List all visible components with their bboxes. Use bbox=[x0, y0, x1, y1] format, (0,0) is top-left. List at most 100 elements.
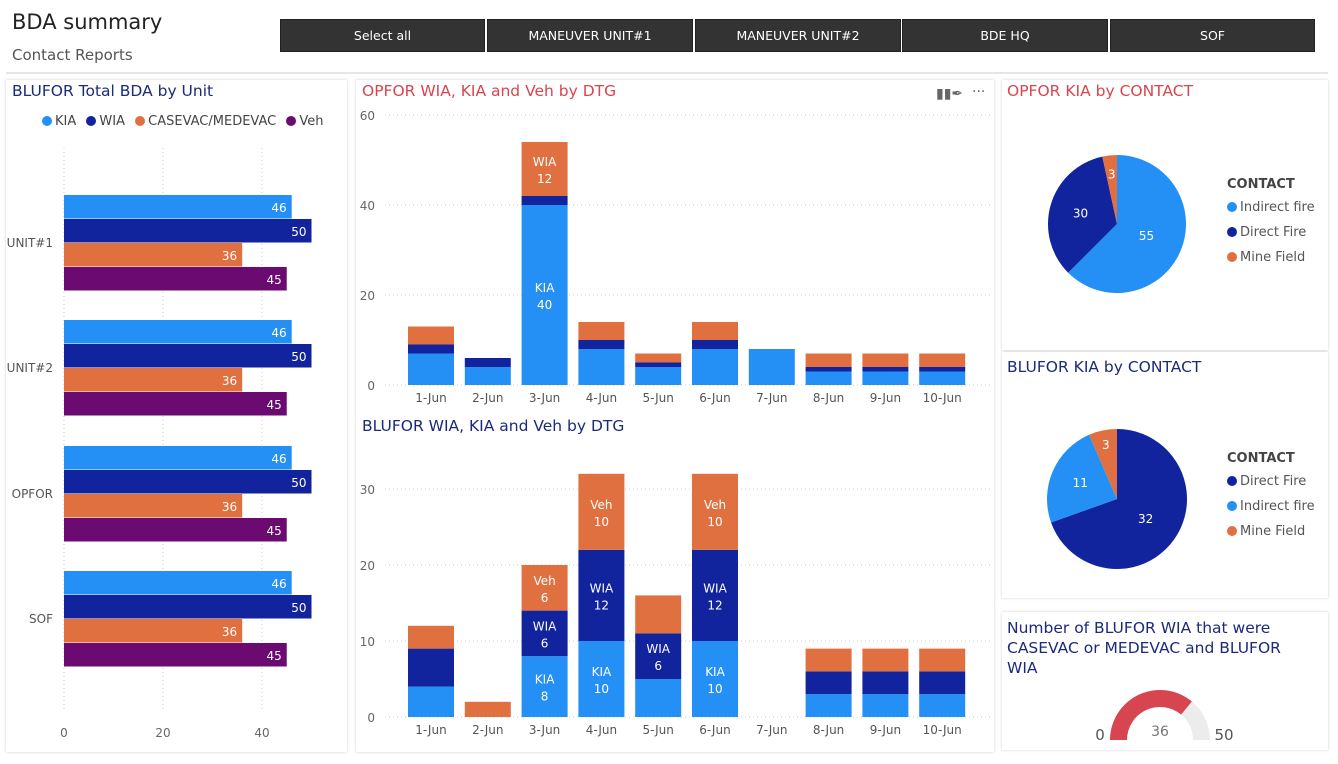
bar-segment[interactable] bbox=[919, 648, 966, 672]
bar-segment[interactable] bbox=[635, 595, 682, 634]
bar-segment[interactable] bbox=[521, 205, 568, 385]
bar-segment[interactable] bbox=[464, 701, 511, 717]
bar-segment[interactable] bbox=[408, 353, 454, 386]
pie-slice-mine-field[interactable] bbox=[1102, 155, 1117, 224]
slicer-bde-hq[interactable]: BDE HQ bbox=[902, 19, 1108, 52]
bar-segment[interactable] bbox=[805, 648, 852, 672]
bar-casevac-medevac[interactable] bbox=[64, 494, 243, 518]
bar-segment[interactable] bbox=[408, 326, 454, 345]
bar-segment[interactable] bbox=[805, 353, 852, 368]
bar-segment[interactable] bbox=[805, 694, 852, 717]
bar-wia[interactable] bbox=[64, 219, 312, 243]
bar-segment[interactable] bbox=[692, 349, 738, 385]
bar-veh[interactable] bbox=[64, 518, 287, 542]
bar-segment[interactable] bbox=[692, 473, 738, 550]
bar-segment[interactable] bbox=[862, 353, 909, 368]
bar-veh[interactable] bbox=[64, 267, 287, 291]
bar-segment[interactable] bbox=[578, 549, 625, 641]
bar-casevac-medevac[interactable] bbox=[64, 619, 243, 643]
slicer-select-all[interactable]: Select all bbox=[280, 19, 485, 52]
bar-segment[interactable] bbox=[862, 671, 909, 695]
bar-segment[interactable] bbox=[692, 641, 738, 717]
legend-item[interactable]: Direct Fire bbox=[1227, 225, 1315, 240]
more-options-icon[interactable]: ··· bbox=[972, 84, 986, 100]
x-tick-label: 20 bbox=[155, 726, 170, 740]
y-tick-label: 0 bbox=[367, 711, 375, 725]
bar-segment[interactable] bbox=[748, 349, 795, 385]
bar-segment[interactable] bbox=[862, 371, 909, 386]
bar-segment[interactable] bbox=[521, 142, 568, 196]
legend-item-casevac[interactable]: CASEVAC/MEDEVAC bbox=[135, 114, 276, 129]
bar-kia[interactable] bbox=[64, 571, 292, 595]
bar-segment[interactable] bbox=[578, 349, 625, 385]
bar-segment[interactable] bbox=[578, 641, 625, 717]
legend-item[interactable]: Mine Field bbox=[1227, 250, 1315, 265]
bar-segment[interactable] bbox=[464, 358, 511, 367]
bar-segment[interactable] bbox=[635, 679, 682, 717]
bar-segment[interactable] bbox=[919, 353, 966, 368]
bar-wia[interactable] bbox=[64, 344, 312, 368]
bar-casevac-medevac[interactable] bbox=[64, 243, 243, 267]
pie-slice-direct-fire[interactable] bbox=[1051, 429, 1187, 570]
bar-segment[interactable] bbox=[408, 344, 454, 354]
bar-segment[interactable] bbox=[805, 371, 852, 386]
legend-item-kia[interactable]: KIA bbox=[42, 114, 76, 129]
bar-wia[interactable] bbox=[64, 595, 312, 619]
legend-label: Direct Fire bbox=[1240, 225, 1307, 240]
bar-segment[interactable] bbox=[919, 371, 966, 386]
x-tick-label: 2-Jun bbox=[472, 723, 503, 737]
legend-item[interactable]: Indirect fire bbox=[1227, 499, 1315, 514]
bar-segment[interactable] bbox=[692, 549, 738, 641]
bar-wia[interactable] bbox=[64, 470, 312, 494]
bar-segment[interactable] bbox=[862, 367, 909, 372]
pie-slice-indirect-fire[interactable] bbox=[1068, 155, 1186, 293]
bar-segment[interactable] bbox=[578, 340, 625, 349]
bar-segment[interactable] bbox=[635, 367, 682, 385]
legend-item-wia[interactable]: WIA bbox=[86, 114, 125, 129]
bar-segment[interactable] bbox=[919, 671, 966, 695]
bar-veh[interactable] bbox=[64, 392, 287, 416]
bar-segment[interactable] bbox=[805, 671, 852, 695]
bar-segment[interactable] bbox=[919, 694, 966, 717]
bar-segment[interactable] bbox=[521, 565, 568, 611]
bar-segment[interactable] bbox=[521, 610, 568, 657]
slicer-maneuver-unit-2[interactable]: MANEUVER UNIT#2 bbox=[695, 19, 901, 52]
slicer-maneuver-unit-1[interactable]: MANEUVER UNIT#1 bbox=[487, 19, 693, 52]
y-category-label: UNIT#2 bbox=[7, 361, 53, 375]
bar-segment[interactable] bbox=[408, 625, 454, 649]
bar-segment[interactable] bbox=[521, 196, 568, 205]
bar-kia[interactable] bbox=[64, 320, 292, 344]
bar-segment[interactable] bbox=[805, 367, 852, 372]
bar-segment[interactable] bbox=[578, 322, 625, 340]
legend-item[interactable]: Direct Fire bbox=[1227, 474, 1315, 489]
pie-slice-direct-fire[interactable] bbox=[1048, 156, 1117, 273]
legend-label: WIA bbox=[99, 114, 125, 129]
slicer-sof[interactable]: SOF bbox=[1110, 19, 1315, 52]
bar-segment[interactable] bbox=[692, 322, 738, 340]
bar-segment[interactable] bbox=[635, 633, 682, 679]
legend-item[interactable]: Indirect fire bbox=[1227, 200, 1315, 215]
x-tick-label: 6-Jun bbox=[699, 391, 730, 405]
bar-kia[interactable] bbox=[64, 446, 292, 470]
bar-segment[interactable] bbox=[408, 686, 454, 717]
data-label-value: 10 bbox=[707, 682, 722, 696]
bar-segment[interactable] bbox=[919, 367, 966, 372]
bar-veh[interactable] bbox=[64, 643, 287, 667]
legend-item-veh[interactable]: Veh bbox=[286, 114, 323, 129]
bar-segment[interactable] bbox=[862, 694, 909, 717]
bar-segment[interactable] bbox=[635, 362, 682, 368]
bar-segment[interactable] bbox=[862, 648, 909, 672]
bar-segment[interactable] bbox=[521, 656, 568, 717]
bar-segment[interactable] bbox=[692, 340, 738, 349]
pie-slice-mine-field[interactable] bbox=[1089, 429, 1117, 499]
bar-segment[interactable] bbox=[464, 367, 511, 385]
bar-kia[interactable] bbox=[64, 195, 292, 219]
bar-casevac-medevac[interactable] bbox=[64, 368, 243, 392]
format-brush-icon[interactable]: ▮▮✒ bbox=[936, 86, 964, 102]
bar-segment[interactable] bbox=[635, 353, 682, 363]
casevac-gauge-panel[interactable]: Number of BLUFOR WIA that were CASEVAC o… bbox=[1002, 612, 1328, 750]
bar-segment[interactable] bbox=[578, 473, 625, 550]
pie-slice-indirect-fire[interactable] bbox=[1047, 434, 1117, 523]
bar-segment[interactable] bbox=[408, 648, 454, 687]
legend-item[interactable]: Mine Field bbox=[1227, 524, 1315, 539]
